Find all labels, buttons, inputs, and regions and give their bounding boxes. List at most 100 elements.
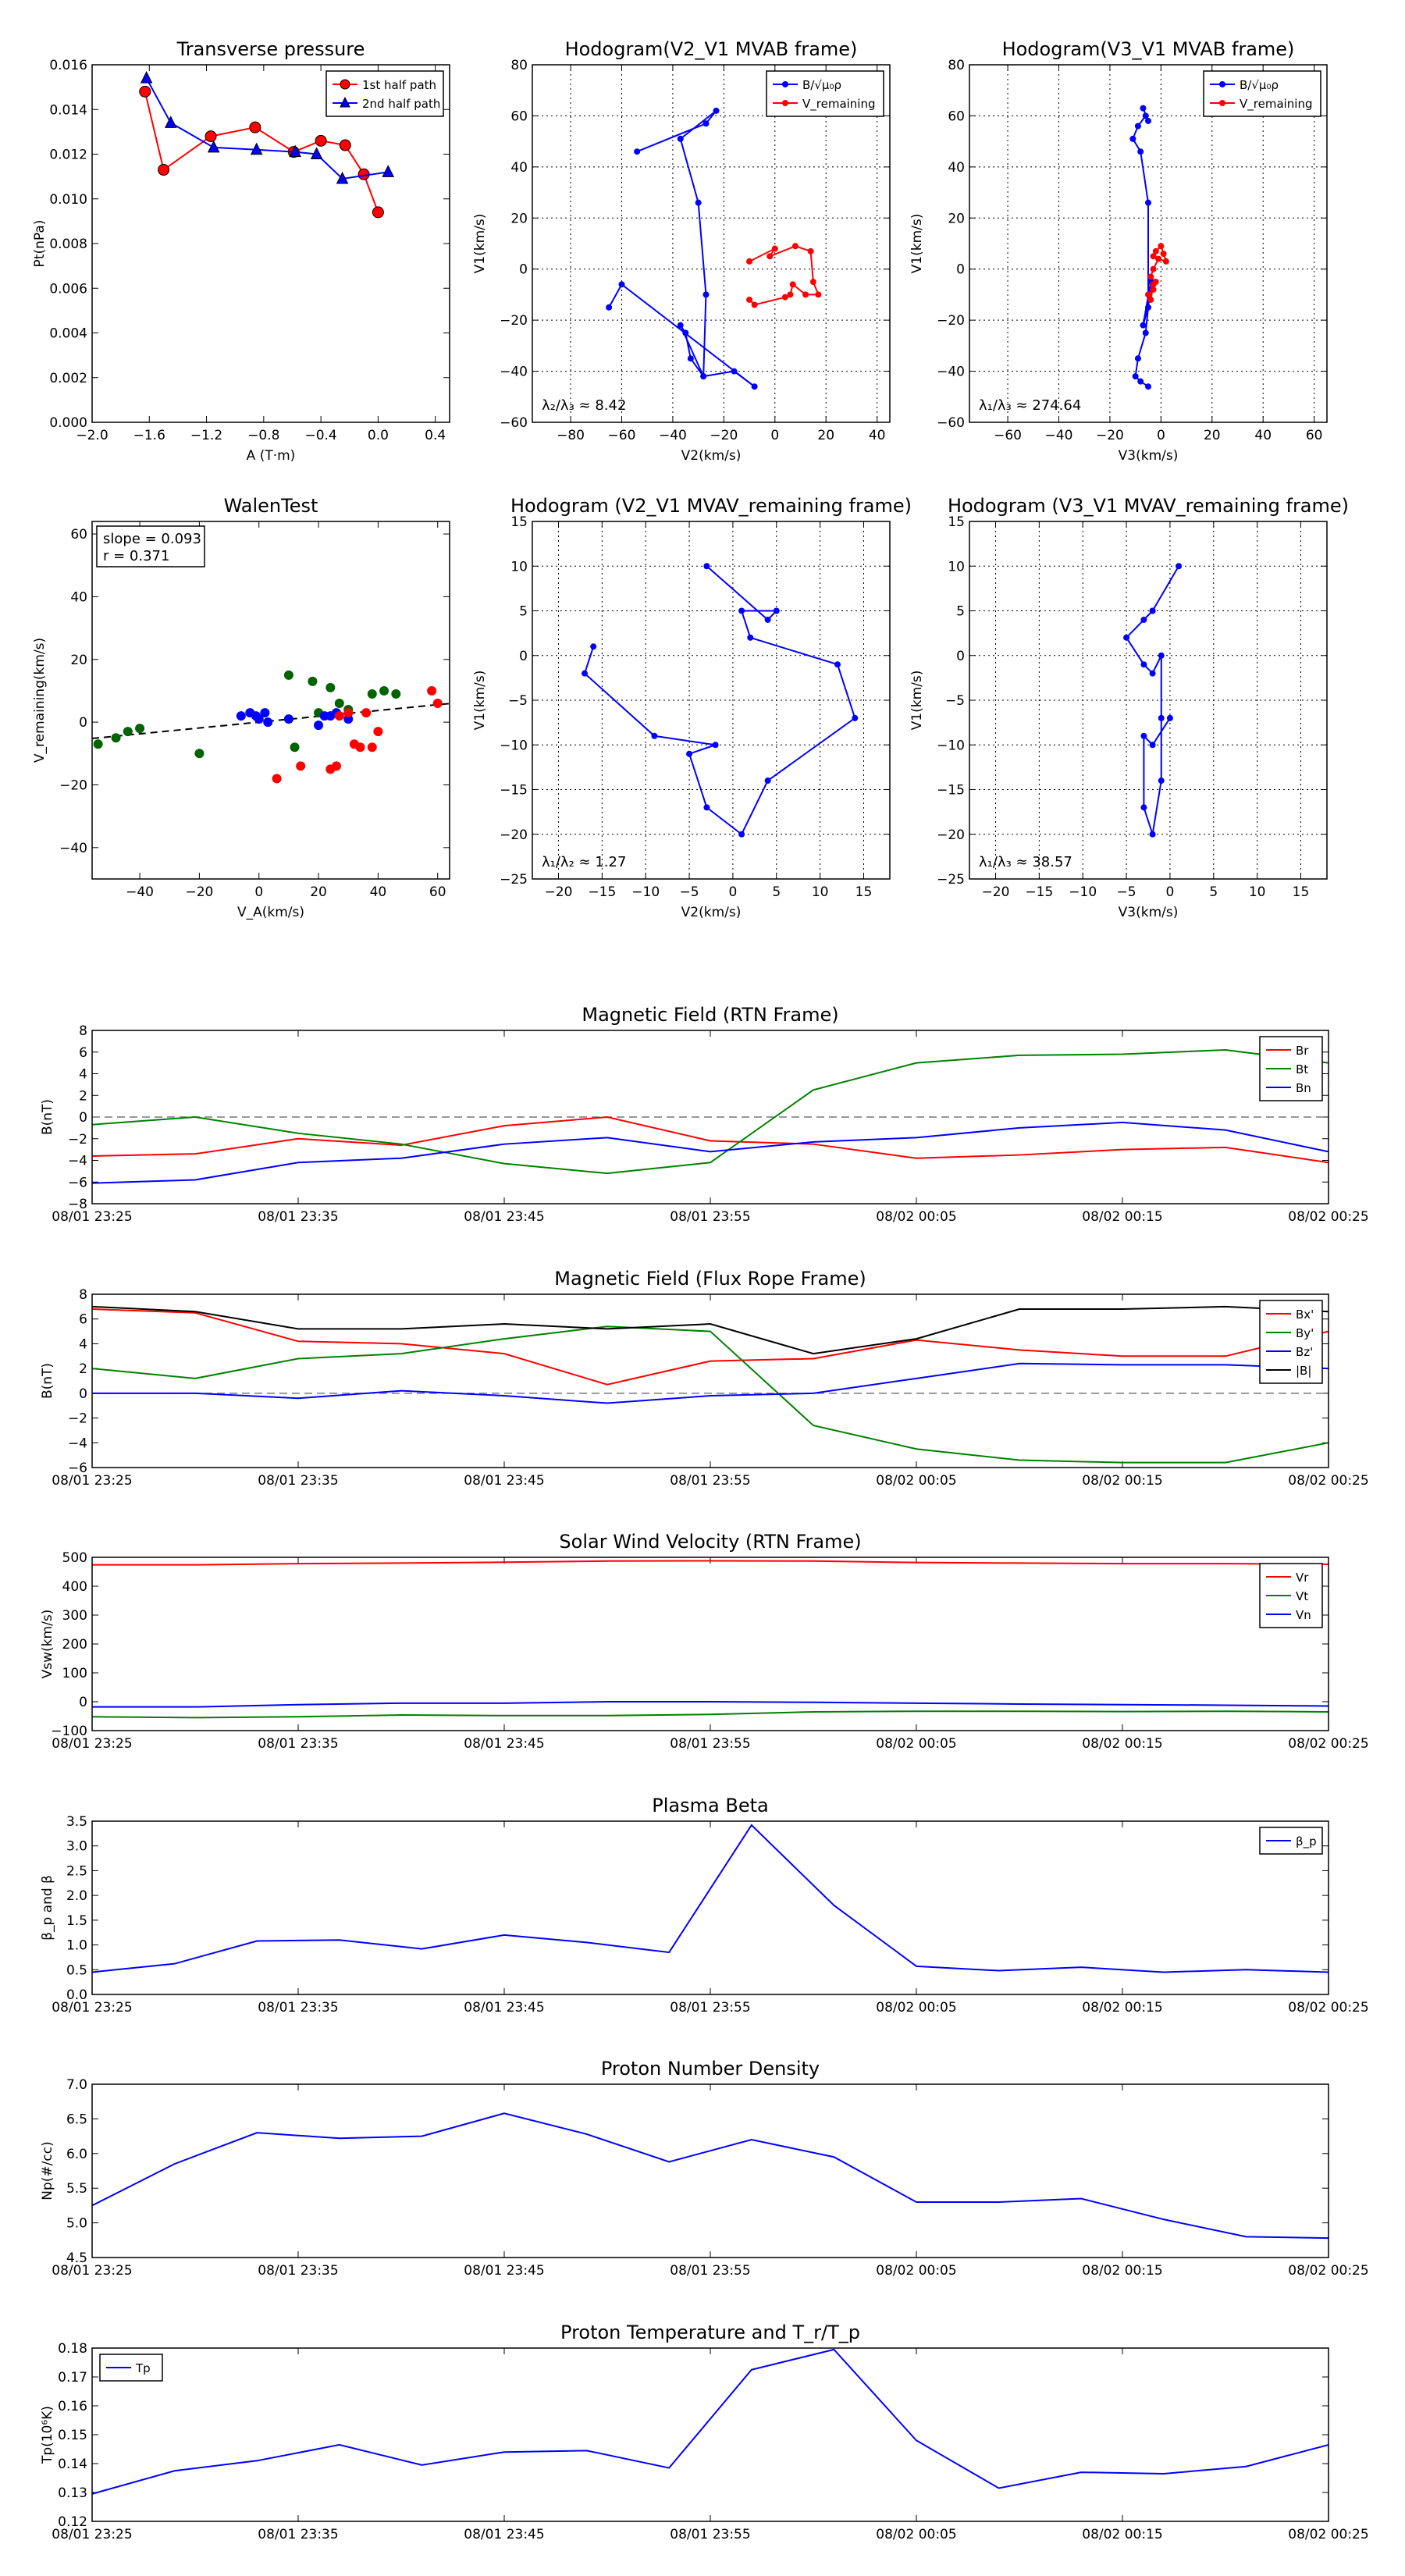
y-tick-label: 0 [956, 262, 965, 278]
y-tick-label: 5 [519, 604, 528, 620]
data-point [263, 717, 273, 728]
legend: Vr Vt Vn [1259, 1563, 1323, 1628]
y-axis-label: Tp(10⁶K) [40, 2406, 55, 2464]
data-point [700, 373, 707, 380]
data-point [272, 774, 282, 784]
data-point [1140, 661, 1147, 668]
x-tick-label: −40 [126, 884, 154, 900]
y-tick-label: 0.014 [49, 102, 87, 118]
x-tick-label: −80 [557, 428, 585, 443]
series-b--line [608, 110, 756, 388]
data-point [207, 140, 220, 153]
y-tick-label: 60 [948, 109, 965, 124]
data-point [606, 304, 613, 311]
x-tick-label: −20 [1096, 428, 1124, 443]
y-tick-label: 2 [79, 1088, 87, 1104]
y-tick-label: 0 [956, 649, 965, 664]
x-tick-label: 0.0 [368, 428, 389, 443]
legend: Bx' By' Bz' |B| [1259, 1300, 1323, 1384]
chart-bfield_rtn: Magnetic Field (RTN Frame) 08/01 23:25 08/… [40, 1004, 1369, 1225]
x-tick-label: 08/02 00:05 [876, 2263, 956, 2279]
x-tick-label: −20 [710, 428, 738, 443]
legend-frame [1203, 70, 1321, 117]
x-tick-label: 08/01 23:35 [258, 2000, 338, 2016]
x-tick-label: −0.8 [247, 428, 279, 443]
data-point [290, 742, 300, 753]
y-tick-label: 4 [79, 1067, 87, 1083]
plot-area [1123, 563, 1183, 838]
y-tick-label: 6.0 [66, 2147, 87, 2162]
y-tick-label: 4.5 [66, 2250, 87, 2266]
plot-area [582, 563, 859, 838]
y-tick-label: 10 [948, 559, 965, 575]
chart-title: Hodogram(V3_V1 MVAB frame) [1002, 38, 1295, 60]
x-tick-label: 08/01 23:35 [258, 2527, 338, 2542]
y-axis-label: Vsw(km/s) [40, 1610, 55, 1679]
y-tick-label: 15 [510, 514, 528, 530]
legend: Tp [99, 2354, 163, 2382]
x-axis-label: V3(km/s) [1119, 448, 1179, 464]
x-tick-label: 08/02 00:25 [1288, 2263, 1368, 2279]
x-tick-label: 60 [429, 884, 446, 900]
data-point [1140, 804, 1147, 811]
y-tick-label: −2 [68, 1132, 87, 1147]
x-tick-label: 08/02 00:25 [1288, 1736, 1368, 1752]
data-point [1149, 607, 1156, 614]
data-point [787, 291, 794, 298]
y-tick-label: 3.0 [66, 1839, 87, 1855]
chart-hodo4: Hodogram (V3_V1 MVAV_remaining frame) −20… [909, 495, 1349, 920]
series-bt-line [92, 1048, 1329, 1175]
data-point [158, 164, 170, 176]
y-tick-label: 80 [510, 58, 528, 73]
data-point [361, 708, 372, 718]
x-tick-label: 08/02 00:15 [1082, 1736, 1162, 1752]
y-tick-label: −10 [937, 738, 965, 753]
y-tick-label: 15 [948, 514, 965, 530]
plot-frame [532, 64, 891, 423]
plot-area [92, 1048, 1329, 1184]
x-tick-label: 08/01 23:25 [52, 1736, 132, 1752]
data-point [682, 329, 689, 336]
x-tick-label: 08/02 00:25 [1288, 1473, 1368, 1489]
y-tick-label: 0.010 [49, 192, 87, 208]
data-point [781, 294, 788, 301]
series-br-line [92, 1115, 1329, 1164]
legend: B/√μ₀ρ V_remaining [1203, 70, 1321, 117]
data-point [1162, 258, 1169, 265]
plot-frame [91, 1557, 1329, 1731]
data-point [1150, 281, 1157, 288]
data-point [236, 711, 246, 721]
y-tick-label: 0 [79, 1110, 87, 1126]
x-tick-label: −40 [1045, 428, 1073, 443]
y-tick-label: 5.0 [66, 2216, 87, 2232]
y-tick-label: −40 [937, 365, 965, 380]
x-tick-label: 08/02 00:05 [876, 2527, 956, 2542]
data-point [1145, 383, 1151, 390]
y-tick-label: 3.5 [66, 1814, 87, 1830]
data-point [343, 708, 354, 718]
data-point [771, 245, 778, 252]
data-point [767, 253, 774, 260]
annotation-text: slope = 0.093 [103, 531, 201, 547]
x-tick-label: −20 [982, 884, 1010, 900]
data-point [1145, 117, 1151, 124]
x-tick-label: 08/02 00:15 [1082, 2263, 1162, 2279]
x-tick-label: 08/01 23:45 [464, 2263, 544, 2279]
data-point [747, 634, 754, 641]
x-axis-label: V2(km/s) [681, 905, 742, 920]
legend-label: β_p [1296, 1834, 1317, 1849]
data-point [1129, 135, 1136, 142]
data-point [1150, 265, 1157, 272]
data-point [379, 685, 389, 696]
y-tick-label: 0.14 [58, 2457, 87, 2472]
y-tick-label: 0.000 [49, 415, 87, 431]
data-point [1158, 777, 1165, 785]
data-point [373, 727, 383, 737]
y-tick-label: 60 [510, 109, 528, 124]
data-point [93, 739, 103, 749]
series-vn-line [92, 1701, 1329, 1708]
y-tick-label: −20 [500, 827, 528, 843]
data-point [334, 711, 344, 721]
y-tick-label: 0.15 [58, 2428, 87, 2443]
